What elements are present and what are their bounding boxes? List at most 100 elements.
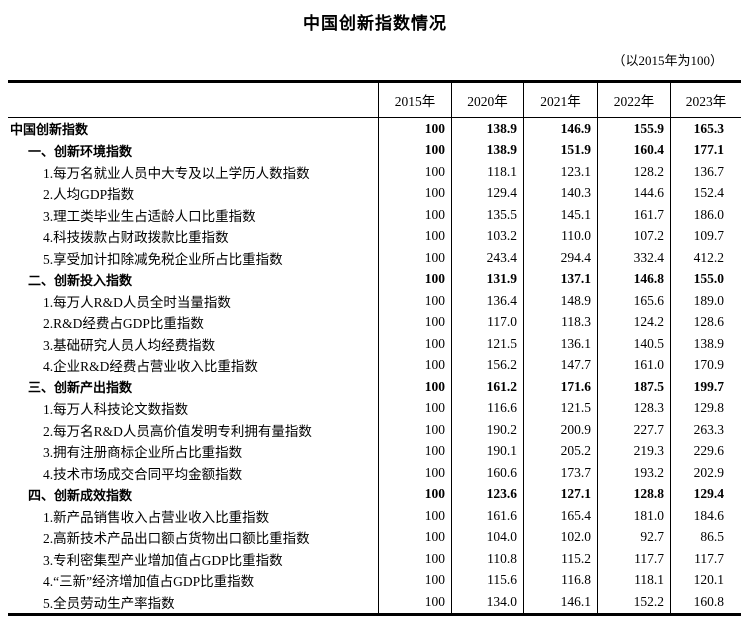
value-cell: 100: [378, 548, 451, 570]
row-label: 1.每万人R&D人员全时当量指数: [43, 294, 231, 310]
table-row: 2.人均GDP指数 100 129.4 140.3 144.6 152.4: [8, 182, 741, 204]
value-cell: 100: [378, 161, 451, 183]
value-cell: 100: [378, 290, 451, 312]
row-label: 4.企业R&D经费占营业收入比重指数: [43, 359, 258, 375]
value-cell: 155.0: [670, 268, 741, 290]
row-label: 2.每万名R&D人员高价值发明专利拥有量指数: [43, 423, 312, 439]
value-cell: 92.7: [597, 526, 670, 548]
row-label: 2.R&D经费占GDP比重指数: [43, 316, 204, 332]
table-row: 1.每万人R&D人员全时当量指数 100 136.4 148.9 165.6 189.0: [8, 290, 741, 312]
value-cell: 129.4: [670, 483, 741, 505]
value-cell: 128.8: [597, 483, 670, 505]
value-cell: 121.5: [451, 333, 523, 355]
value-cell: 100: [378, 462, 451, 484]
header-year-2022: 2022年: [597, 83, 670, 117]
row-label: 4.技术市场成交合同平均金额指数: [43, 466, 243, 482]
value-cell: 177.1: [670, 139, 741, 161]
value-cell: 118.1: [451, 161, 523, 183]
value-cell: 100: [378, 354, 451, 376]
value-cell: 109.7: [670, 225, 741, 247]
value-cell: 160.4: [597, 139, 670, 161]
value-cell: 100: [378, 139, 451, 161]
value-cell: 110.0: [523, 225, 597, 247]
value-cell: 219.3: [597, 440, 670, 462]
value-cell: 104.0: [451, 526, 523, 548]
table-row: 4.“三新”经济增加值占GDP比重指数 100 115.6 116.8 118.1 120…: [8, 569, 741, 591]
header-year-2023: 2023年: [670, 83, 741, 117]
value-cell: 156.2: [451, 354, 523, 376]
value-cell: 123.1: [523, 161, 597, 183]
value-cell: 412.2: [670, 247, 741, 269]
value-cell: 227.7: [597, 419, 670, 441]
table-row: 3.专利密集型产业增加值占GDP比重指数 100 110.8 115.2 117.7 11…: [8, 548, 741, 570]
row-label: 1.每万名就业人员中大专及以上学历人数指数: [43, 165, 310, 181]
row-label: 5.全员劳动生产率指数: [43, 595, 175, 611]
value-cell: 294.4: [523, 247, 597, 269]
value-cell: 170.9: [670, 354, 741, 376]
value-cell: 100: [378, 591, 451, 613]
value-cell: 117.0: [451, 311, 523, 333]
value-cell: 161.0: [597, 354, 670, 376]
value-cell: 165.3: [670, 118, 741, 140]
value-cell: 100: [378, 376, 451, 398]
value-cell: 171.6: [523, 376, 597, 398]
table-row: 2.高新技术产品出口额占货物出口额比重指数 100 104.0 102.0 92.7 86…: [8, 526, 741, 548]
header-year-2015: 2015年: [378, 83, 451, 117]
header-year-2020: 2020年: [451, 83, 523, 117]
table-row: 三、创新产出指数 100 161.2 171.6 187.5 199.7: [8, 376, 741, 398]
value-cell: 136.7: [670, 161, 741, 183]
value-cell: 263.3: [670, 419, 741, 441]
value-cell: 187.5: [597, 376, 670, 398]
value-cell: 147.7: [523, 354, 597, 376]
value-cell: 115.2: [523, 548, 597, 570]
value-cell: 100: [378, 182, 451, 204]
row-label: 3.理工类毕业生占适龄人口比重指数: [43, 208, 256, 224]
row-label: 二、创新投入指数: [28, 272, 133, 288]
base-year-note: （以2015年为100）: [612, 53, 723, 68]
value-cell: 146.9: [523, 118, 597, 140]
row-label: 3.基础研究人员人均经费指数: [43, 337, 216, 353]
value-cell: 146.1: [523, 591, 597, 613]
value-cell: 100: [378, 333, 451, 355]
value-cell: 190.1: [451, 440, 523, 462]
value-cell: 100: [378, 505, 451, 527]
value-cell: 100: [378, 397, 451, 419]
row-label: 4.“三新”经济增加值占GDP比重指数: [43, 574, 255, 590]
value-cell: 181.0: [597, 505, 670, 527]
value-cell: 148.9: [523, 290, 597, 312]
value-cell: 138.9: [451, 139, 523, 161]
value-cell: 128.3: [597, 397, 670, 419]
row-label: 中国创新指数: [10, 122, 89, 138]
table-row: 4.技术市场成交合同平均金额指数 100 160.6 173.7 193.2 202.9: [8, 462, 741, 484]
value-cell: 144.6: [597, 182, 670, 204]
value-cell: 152.2: [597, 591, 670, 613]
value-cell: 229.6: [670, 440, 741, 462]
table-row: 一、创新环境指数 100 138.9 151.9 160.4 177.1: [8, 139, 741, 161]
table-row: 4.科技拨款占财政拨款比重指数 100 103.2 110.0 107.2 109.7: [8, 225, 741, 247]
value-cell: 138.9: [670, 333, 741, 355]
table-row: 四、创新成效指数 100 123.6 127.1 128.8 129.4: [8, 483, 741, 505]
row-label: 1.每万人科技论文数指数: [43, 402, 189, 418]
value-cell: 160.6: [451, 462, 523, 484]
value-cell: 123.6: [451, 483, 523, 505]
row-label: 3.专利密集型产业增加值占GDP比重指数: [43, 552, 283, 568]
value-cell: 116.6: [451, 397, 523, 419]
value-cell: 145.1: [523, 204, 597, 226]
row-label: 1.新产品销售收入占营业收入比重指数: [43, 509, 270, 525]
table-header-row: 2015年 2020年 2021年 2022年 2023年: [8, 83, 741, 118]
value-cell: 100: [378, 526, 451, 548]
header-year-2021: 2021年: [523, 83, 597, 117]
value-cell: 129.4: [451, 182, 523, 204]
value-cell: 184.6: [670, 505, 741, 527]
value-cell: 189.0: [670, 290, 741, 312]
value-cell: 128.6: [670, 311, 741, 333]
value-cell: 100: [378, 247, 451, 269]
table-row: 4.企业R&D经费占营业收入比重指数 100 156.2 147.7 161.0 170.…: [8, 354, 741, 376]
value-cell: 332.4: [597, 247, 670, 269]
value-cell: 131.9: [451, 268, 523, 290]
value-cell: 137.1: [523, 268, 597, 290]
row-label: 四、创新成效指数: [28, 487, 133, 503]
value-cell: 100: [378, 483, 451, 505]
value-cell: 100: [378, 204, 451, 226]
row-label: 5.享受加计扣除减免税企业所占比重指数: [43, 251, 283, 267]
